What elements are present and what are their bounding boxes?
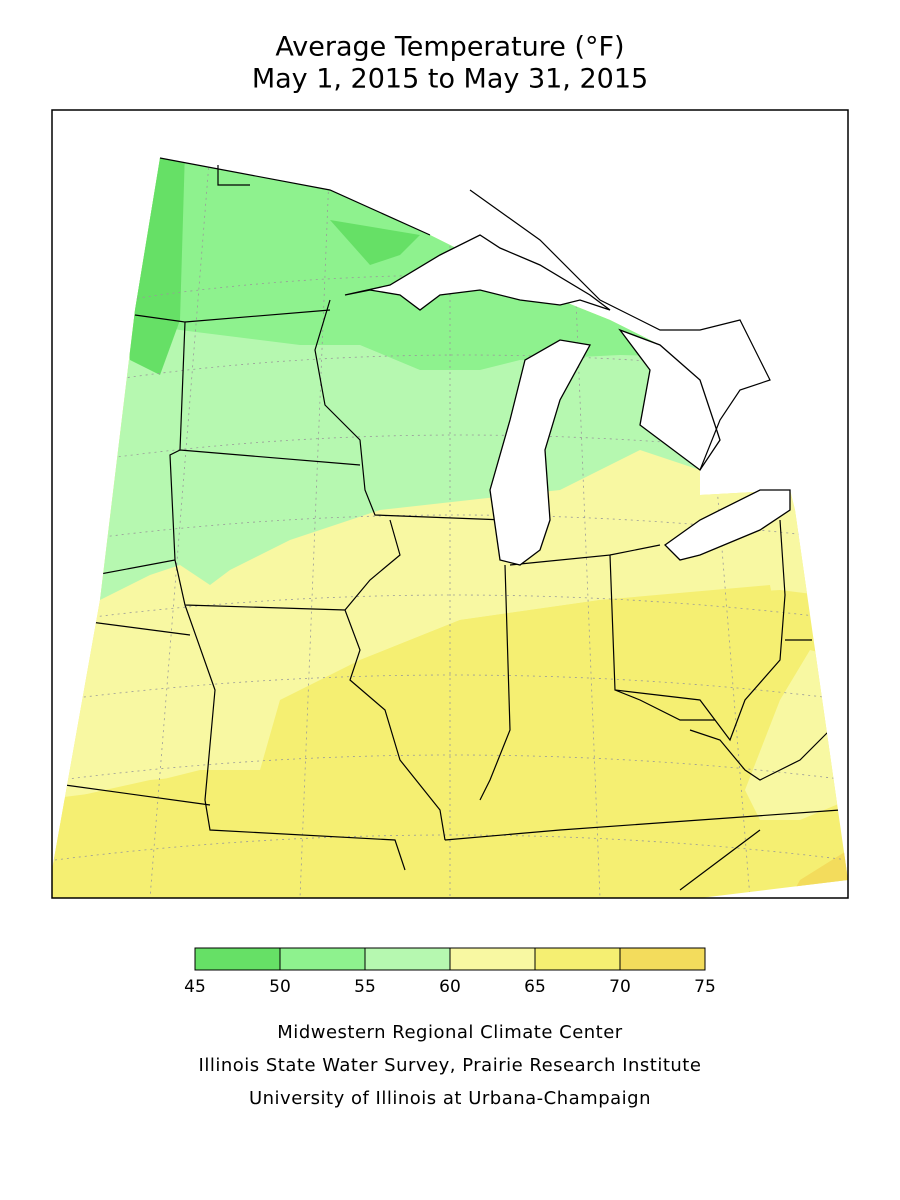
grid-lines xyxy=(54,158,848,898)
legend-tick-label: 65 xyxy=(524,977,546,997)
legend-tick-label: 55 xyxy=(354,977,376,997)
legend-tick-label: 75 xyxy=(694,977,716,997)
credit: Midwestern Regional Climate Center xyxy=(277,1022,623,1043)
legend-tick-label: 60 xyxy=(439,977,461,997)
legend-bin xyxy=(194,947,281,971)
lake-michigan xyxy=(489,339,592,566)
map-frame xyxy=(51,109,849,899)
lake-erie xyxy=(663,489,791,561)
legend-tick-label: 70 xyxy=(609,977,631,997)
legend-tick-label: 50 xyxy=(269,977,291,997)
temperature-zone xyxy=(330,220,420,265)
legend-tick-label: 45 xyxy=(184,977,206,997)
credit: Illinois State Water Survey, Prairie Res… xyxy=(199,1055,702,1076)
border-lines xyxy=(159,157,771,471)
title: Average Temperature (°F) xyxy=(275,32,624,63)
legend-bin xyxy=(364,947,451,971)
legend-bin xyxy=(449,947,536,971)
credit: University of Illinois at Urbana-Champai… xyxy=(249,1088,651,1109)
legend: 45 50 55 60 65 70 75 xyxy=(184,947,716,997)
legend-bin xyxy=(534,947,621,971)
legend-bin xyxy=(279,947,366,971)
lake-superior xyxy=(344,234,611,311)
legend-bin xyxy=(619,947,706,971)
subtitle: May 1, 2015 to May 31, 2015 xyxy=(252,64,648,95)
temperature-zone xyxy=(52,585,848,880)
